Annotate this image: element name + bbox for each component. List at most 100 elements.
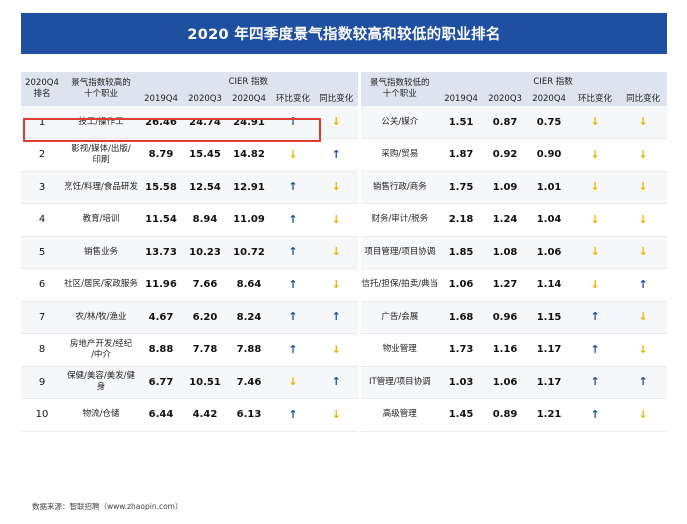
arrow-down-icon: ↓ <box>331 342 341 356</box>
arrow-up-icon: ↑ <box>638 277 648 291</box>
value-2019q4: 11.54 <box>139 203 183 237</box>
high-occupation-name: 农/林/牧/渔业 <box>63 301 139 334</box>
high-occupation-header: 景气指数较高的 十个职业 <box>63 72 139 106</box>
value-2020q4: 1.21 <box>527 398 572 432</box>
low-occupation-name: 销售行政/商务 <box>357 171 440 204</box>
qoq-change-cell: ↓ <box>271 138 315 172</box>
value-2020q4: 1.04 <box>527 203 572 237</box>
col-2020q4-low: 2020Q4 <box>527 92 572 106</box>
yoy-change-cell: ↓ <box>619 333 668 367</box>
low-occupation-name: 项目管理/项目协调 <box>357 236 440 269</box>
yoy-change-cell: ↓ <box>619 236 668 269</box>
qoq-change-cell: ↑ <box>271 301 315 334</box>
arrow-down-icon: ↓ <box>638 180 648 194</box>
value-2020q3: 6.20 <box>183 301 227 334</box>
col-yoy-low: 同比变化 <box>619 92 668 106</box>
value-2019q4: 8.88 <box>139 333 183 367</box>
yoy-change-cell: ↓ <box>315 268 360 302</box>
arrow-down-icon: ↓ <box>331 277 341 291</box>
low-occupation-name: 采购/贸易 <box>357 138 440 172</box>
low-cier-header: CIER 指数 <box>439 72 668 92</box>
arrow-up-icon: ↑ <box>590 407 600 421</box>
arrow-up-icon: ↑ <box>288 407 298 421</box>
yoy-change-cell: ↓ <box>619 203 668 237</box>
rank-number: 3 <box>21 171 63 204</box>
arrow-down-icon: ↓ <box>590 212 600 226</box>
yoy-change-cell: ↓ <box>315 398 360 432</box>
value-2020q4: 11.09 <box>227 203 271 237</box>
table-row: 1 技工/操作工 26.46 24.74 24.91 ↑ ↓ 公关/媒介 1.51 0.87 0.7… <box>21 106 668 139</box>
yoy-change-cell: ↓ <box>619 138 668 172</box>
value-2019q4: 1.68 <box>439 301 484 334</box>
high-cier-header: CIER 指数 <box>139 72 360 92</box>
value-2020q4: 7.88 <box>227 333 271 367</box>
value-2020q3: 1.27 <box>483 268 528 302</box>
table-row: 6 社区/居民/家政服务 11.96 7.66 8.64 ↑ ↓ 信托/担保/拍卖/典当 1.0… <box>21 268 668 302</box>
arrow-down-icon: ↓ <box>590 115 600 128</box>
value-2020q4: 6.13 <box>227 398 271 432</box>
value-2019q4: 26.46 <box>139 106 183 139</box>
value-2020q3: 15.45 <box>183 138 227 172</box>
arrow-down-icon: ↓ <box>331 245 341 259</box>
value-2020q3: 4.42 <box>183 398 227 432</box>
value-2020q3: 7.66 <box>183 268 227 302</box>
arrow-down-icon: ↓ <box>590 245 600 259</box>
value-2020q3: 1.16 <box>483 333 528 367</box>
value-2019q4: 6.44 <box>139 398 183 432</box>
yoy-change-cell: ↑ <box>315 366 360 399</box>
data-source-note: 数据来源：智联招聘（www.zhaopin.com） <box>32 502 183 511</box>
rank-number: 1 <box>21 106 63 139</box>
high-occupation-name: 教育/培训 <box>63 203 139 237</box>
arrow-up-icon: ↑ <box>331 375 341 389</box>
value-2019q4: 1.06 <box>439 268 484 302</box>
arrow-up-icon: ↑ <box>331 147 341 161</box>
value-2019q4: 1.45 <box>439 398 484 432</box>
table-row: 10 物流/仓储 6.44 4.42 6.13 ↑ ↓ 高级管理 1.45 0.89 1.21 ↑ ↓ <box>21 398 668 432</box>
value-2020q3: 1.08 <box>483 236 528 269</box>
rank-number: 8 <box>21 333 63 367</box>
value-2020q4: 1.17 <box>527 333 572 367</box>
table-row: 4 教育/培训 11.54 8.94 11.09 ↑ ↓ 财务/审计/税务 2.18 1.24 1.… <box>21 203 668 237</box>
arrow-down-icon: ↓ <box>638 147 648 161</box>
low-occupation-header: 景气指数较低的 十个职业 <box>357 72 440 106</box>
qoq-change-cell: ↓ <box>571 171 620 204</box>
value-2020q4: 1.01 <box>527 171 572 204</box>
value-2020q4: 0.75 <box>527 106 572 139</box>
yoy-change-cell: ↓ <box>619 301 668 334</box>
value-2020q3: 10.51 <box>183 366 227 399</box>
arrow-down-icon: ↓ <box>638 407 648 421</box>
arrow-down-icon: ↓ <box>590 147 600 161</box>
table-row: 2 影视/媒体/出版/印刷 8.79 15.45 14.82 ↓ ↑ 采购/贸易 1.87 0.9… <box>21 138 668 172</box>
arrow-down-icon: ↓ <box>331 407 341 421</box>
arrow-up-icon: ↑ <box>288 342 298 356</box>
table-row: 8 房地产开发/经纪/中介 8.88 7.78 7.88 ↑ ↓ 物业管理 1.73 1.16 1.… <box>21 333 668 367</box>
rank-number: 4 <box>21 203 63 237</box>
value-2019q4: 11.96 <box>139 268 183 302</box>
arrow-up-icon: ↑ <box>590 342 600 356</box>
arrow-down-icon: ↓ <box>288 147 298 161</box>
table-row: 3 烹饪/料理/食品研发 15.58 12.54 12.91 ↑ ↓ 销售行政/商务 1.75 1… <box>21 171 668 204</box>
value-2019q4: 13.73 <box>139 236 183 269</box>
arrow-down-icon: ↓ <box>638 342 648 356</box>
yoy-change-cell: ↓ <box>315 236 360 269</box>
arrow-up-icon: ↑ <box>288 212 298 226</box>
high-occupation-name: 物流/仓储 <box>63 398 139 432</box>
value-2020q3: 0.87 <box>483 106 528 139</box>
value-2019q4: 6.77 <box>139 366 183 399</box>
col-qoq: 环比变化 <box>271 92 315 106</box>
page-title: 2020 年四季度景气指数较高和较低的职业排名 <box>21 13 667 54</box>
high-occupation-name: 技工/操作工 <box>63 106 139 139</box>
yoy-change-cell: ↓ <box>315 106 360 139</box>
value-2020q3: 1.09 <box>483 171 528 204</box>
arrow-up-icon: ↑ <box>288 180 298 194</box>
arrow-up-icon: ↑ <box>331 310 341 324</box>
high-occupation-name: 影视/媒体/出版/印刷 <box>63 138 139 172</box>
value-2019q4: 4.67 <box>139 301 183 334</box>
arrow-down-icon: ↓ <box>331 212 341 226</box>
qoq-change-cell: ↑ <box>271 398 315 432</box>
rank-number: 6 <box>21 268 63 302</box>
qoq-change-cell: ↑ <box>271 268 315 302</box>
value-2020q4: 7.46 <box>227 366 271 399</box>
value-2020q4: 1.06 <box>527 236 572 269</box>
arrow-down-icon: ↓ <box>331 180 341 194</box>
